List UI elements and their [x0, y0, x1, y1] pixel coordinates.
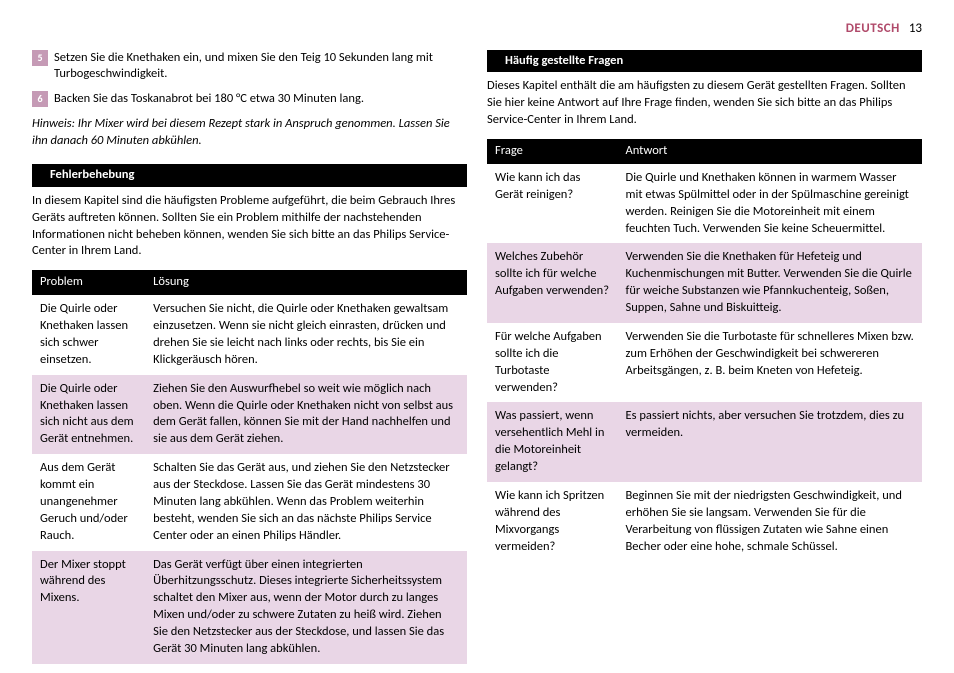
left-column: 5 Setzen Sie die Knethaken ein, und mixe… [32, 50, 467, 664]
faq-table: Frage Antwort Wie kann ich das Gerät rei… [487, 139, 922, 561]
cell-answer: Es passiert nichts, aber versuchen Sie t… [618, 402, 923, 482]
recipe-step: 6 Backen Sie das Toskanabrot bei 180 °C … [32, 91, 467, 108]
page-header: DEUTSCH 13 [32, 20, 922, 38]
cell-solution: Versuchen Sie nicht, die Quirle oder Kne… [145, 295, 467, 375]
col-header-answer: Antwort [618, 139, 923, 164]
table-row: Was passiert, wenn versehentlich Mehl in… [487, 402, 922, 482]
cell-question: Für welche Aufgaben sollte ich die Turbo… [487, 323, 618, 403]
table-row: Wie kann ich Spritzen während des Mixvor… [487, 482, 922, 562]
content-columns: 5 Setzen Sie die Knethaken ein, und mixe… [32, 50, 922, 664]
table-row: Für welche Aufgaben sollte ich die Turbo… [487, 323, 922, 403]
cell-solution: Das Gerät verfügt über einen integrierte… [145, 551, 467, 664]
cell-problem: Die Quirle oder Knethaken lassen sich ni… [32, 375, 145, 455]
troubleshoot-table: Problem Lösung Die Quirle oder Knethaken… [32, 270, 467, 664]
table-row: Die Quirle oder Knethaken lassen sich sc… [32, 295, 467, 375]
cell-answer: Beginnen Sie mit der niedrigsten Geschwi… [618, 482, 923, 562]
table-row: Die Quirle oder Knethaken lassen sich ni… [32, 375, 467, 455]
recipe-note: Hinweis: Ihr Mixer wird bei diesem Rezep… [32, 116, 467, 150]
col-header-problem: Problem [32, 270, 145, 295]
col-header-question: Frage [487, 139, 618, 164]
troubleshoot-heading: Fehlerbehebung [32, 164, 467, 187]
col-header-solution: Lösung [145, 270, 467, 295]
cell-question: Wie kann ich das Gerät reinigen? [487, 164, 618, 244]
cell-question: Wie kann ich Spritzen während des Mixvor… [487, 482, 618, 562]
cell-answer: Verwenden Sie die Knethaken für Hefeteig… [618, 243, 923, 323]
table-row: Der Mixer stoppt während des Mixens. Das… [32, 551, 467, 664]
troubleshoot-intro: In diesem Kapitel sind die häufigsten Pr… [32, 193, 467, 261]
cell-question: Was passiert, wenn versehentlich Mehl in… [487, 402, 618, 482]
step-number-box: 5 [32, 50, 48, 66]
cell-problem: Die Quirle oder Knethaken lassen sich sc… [32, 295, 145, 375]
cell-answer: Verwenden Sie die Turbotaste für schnell… [618, 323, 923, 403]
table-row: Aus dem Gerät kommt ein unangenehmer Ger… [32, 454, 467, 550]
step-text: Backen Sie das Toskanabrot bei 180 °C et… [54, 91, 467, 108]
step-text: Setzen Sie die Knethaken ein, und mixen … [54, 50, 467, 84]
cell-problem: Aus dem Gerät kommt ein unangenehmer Ger… [32, 454, 145, 550]
cell-answer: Die Quirle und Knethaken können in warme… [618, 164, 923, 244]
table-row: Wie kann ich das Gerät reinigen? Die Qui… [487, 164, 922, 244]
right-column: Häufig gestellte Fragen Dieses Kapitel e… [487, 50, 922, 664]
cell-question: Welches Zubehör sollte ich für welche Au… [487, 243, 618, 323]
step-number-box: 6 [32, 91, 48, 107]
cell-solution: Schalten Sie das Gerät aus, und ziehen S… [145, 454, 467, 550]
language-label: DEUTSCH [846, 21, 900, 36]
cell-problem: Der Mixer stoppt während des Mixens. [32, 551, 145, 664]
cell-solution: Ziehen Sie den Auswurfhebel so weit wie … [145, 375, 467, 455]
page-number: 13 [909, 21, 922, 36]
faq-heading: Häufig gestellte Fragen [487, 50, 922, 73]
recipe-step: 5 Setzen Sie die Knethaken ein, und mixe… [32, 50, 467, 84]
table-row: Welches Zubehör sollte ich für welche Au… [487, 243, 922, 323]
faq-intro: Dieses Kapitel enthält die am häufigsten… [487, 78, 922, 129]
